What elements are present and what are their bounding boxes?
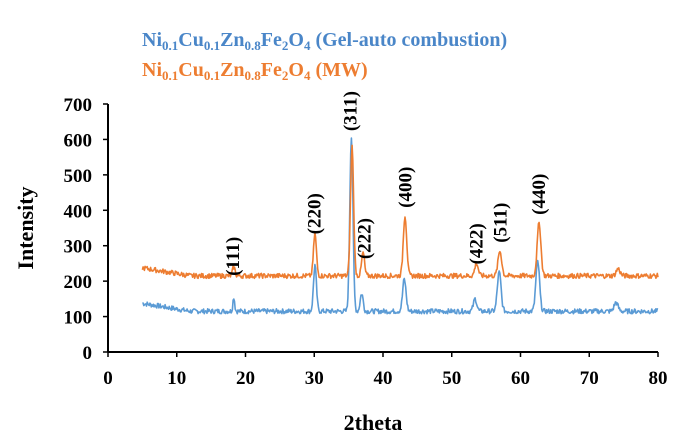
x-axis-title: 2theta [344,410,403,435]
x-tick-label: 10 [167,368,186,389]
peak-label: (440) [529,174,550,215]
legend-part: 2 [282,68,289,83]
peak-label: (422) [467,223,488,264]
y-tick-label: 700 [64,95,93,116]
legend-part: (Gel-auto combustion) [310,29,507,51]
legend-part: 0.1 [162,68,178,83]
y-tick-label: 0 [83,343,93,364]
legend-part: Cu [178,29,204,51]
legend-entry-1: Ni0.1Cu0.1Zn0.8Fe2O4 (Gel-auto combustio… [142,29,507,53]
peak-label: (220) [304,193,325,234]
x-tick-label: 50 [442,368,461,389]
y-tick-label: 200 [64,272,93,293]
peak-label: (222) [354,218,375,259]
legend-part: Zn [220,59,244,81]
legend: Ni0.1Cu0.1Zn0.8Fe2O4 (Gel-auto combustio… [142,29,507,83]
x-tick-label: 30 [305,368,324,389]
legend-part: 4 [304,38,311,53]
legend-part: Fe [261,29,282,51]
legend-part: O [288,59,304,81]
legend-part: 0.1 [162,38,178,53]
peak-label: (400) [396,167,417,208]
legend-part: 0.8 [245,68,262,83]
peak-label: (511) [491,203,512,243]
x-tick-label: 70 [580,368,599,389]
legend-part: 4 [304,68,311,83]
legend-part: Zn [220,29,244,51]
y-tick-label: 100 [64,308,93,329]
y-tick-label: 400 [64,201,93,222]
ticks: 0 10 20 30 40 50 60 70 80 0 100 200 300 400 500 600 700 [64,95,668,389]
x-tick-label: 60 [511,368,530,389]
legend-part: (MW) [310,59,367,81]
legend-part: 0.1 [204,38,220,53]
legend-part: Fe [261,59,282,81]
x-tick-label: 0 [103,368,113,389]
series-line-2 [141,144,659,280]
series-line-1 [142,137,659,315]
peak-labels: (111) (220) (311) (222) (400) (422)(511) (440) [223,91,550,276]
y-tick-label: 600 [64,130,93,151]
y-axis-title: Intensity [13,186,38,269]
y-tick-label: 300 [64,237,93,258]
legend-part: 0.8 [245,38,262,53]
x-tick-label: 80 [649,368,668,389]
legend-part: 0.1 [204,68,220,83]
legend-part: Ni [142,59,162,81]
x-tick-label: 20 [236,368,255,389]
legend-part: Ni [142,29,162,51]
legend-entry-2: Ni0.1Cu0.1Zn0.8Fe2O4 (MW) [142,59,368,83]
y-tick-label: 500 [64,166,93,187]
legend-part: O [288,29,304,51]
x-tick-label: 40 [374,368,393,389]
legend-part: 2 [282,38,289,53]
peak-label: (311) [341,91,362,131]
axes [107,104,658,353]
plot-area [141,137,659,315]
legend-part: Cu [178,59,204,81]
peak-label: (111) [223,237,244,276]
